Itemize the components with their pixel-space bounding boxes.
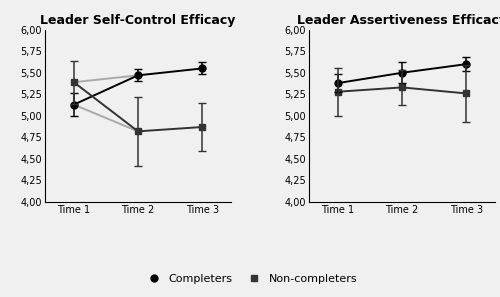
Title: Leader Self-Control Efficacy: Leader Self-Control Efficacy [40, 14, 235, 27]
Title: Leader Assertiveness Efficacy: Leader Assertiveness Efficacy [297, 14, 500, 27]
Legend: Completers, Non-completers: Completers, Non-completers [138, 270, 362, 288]
